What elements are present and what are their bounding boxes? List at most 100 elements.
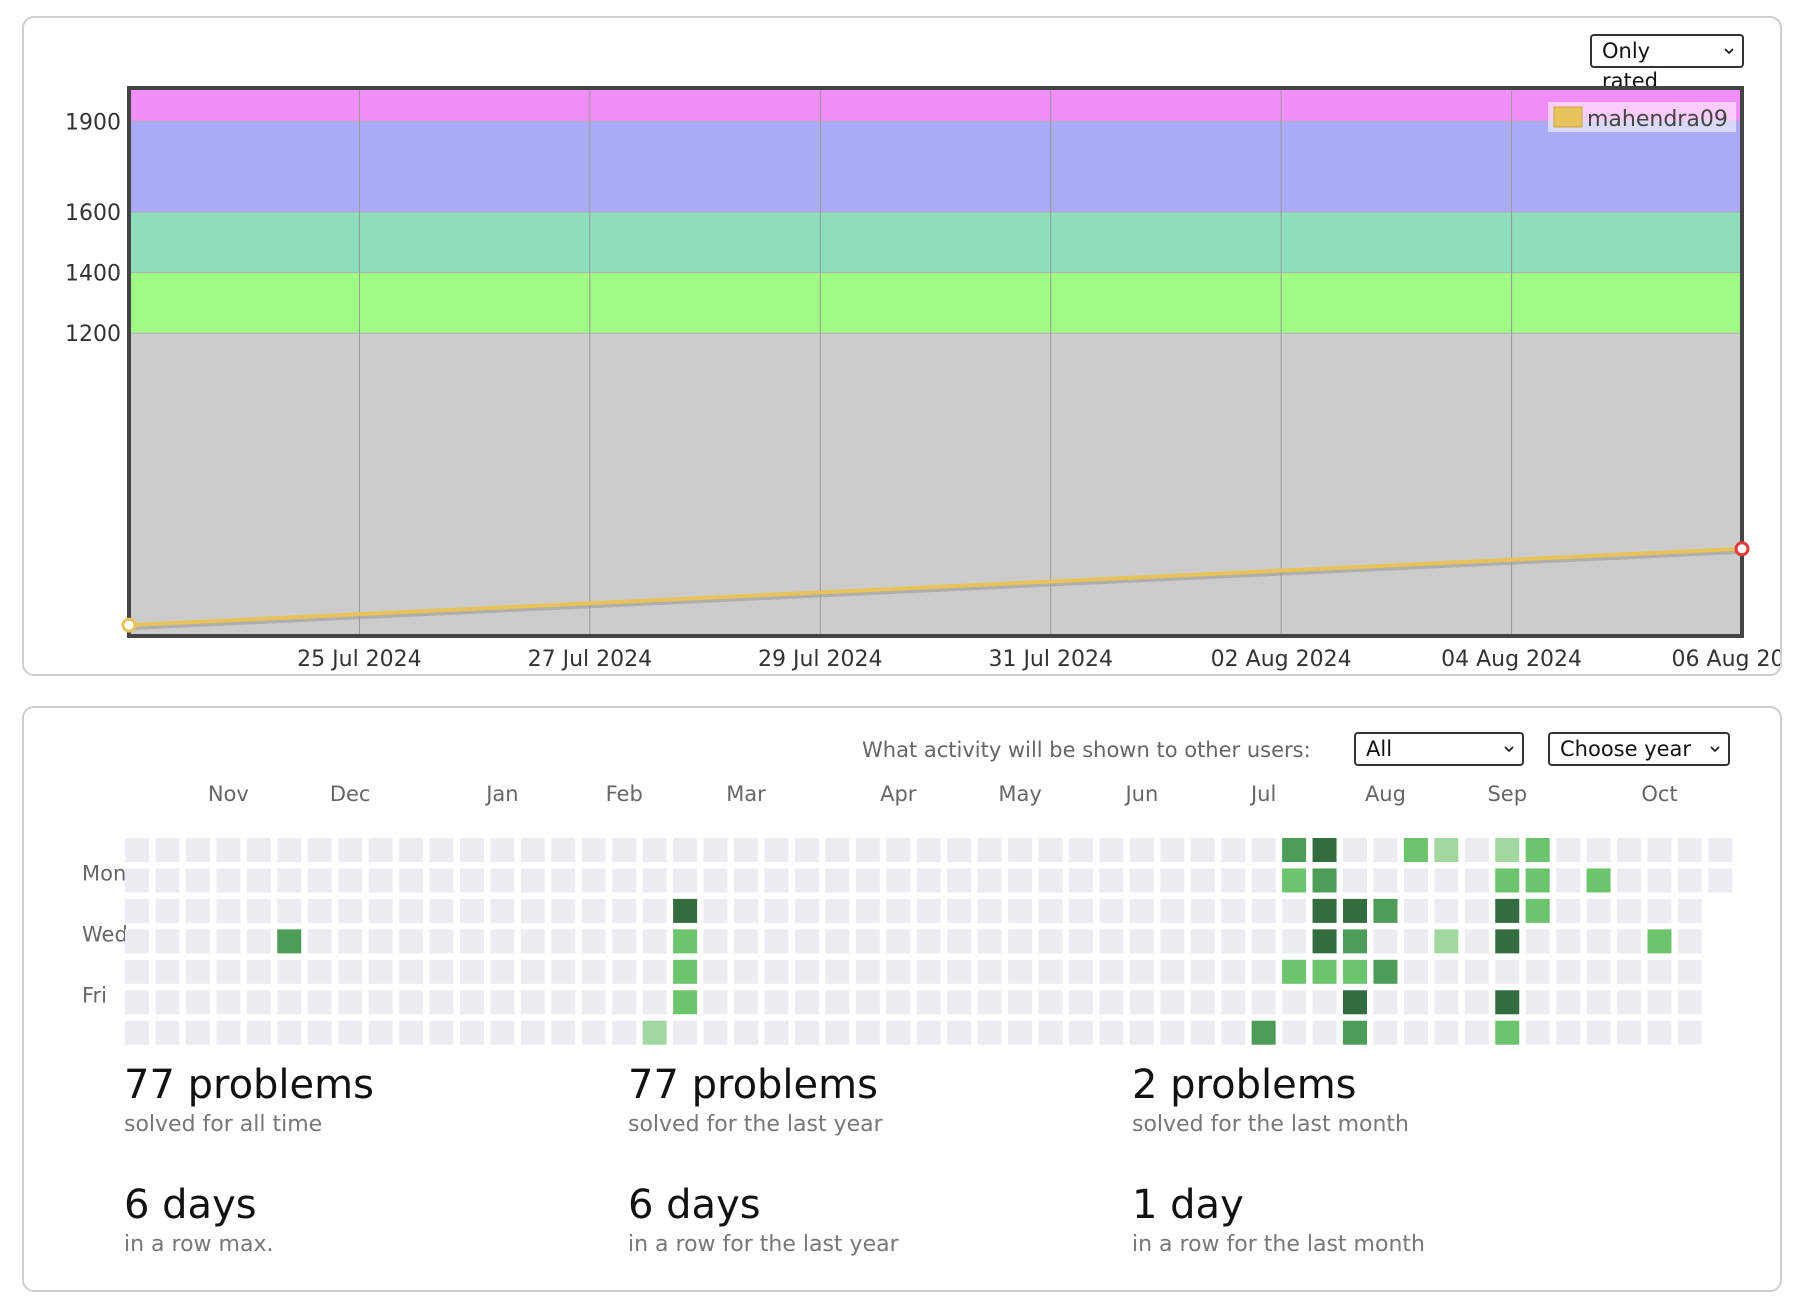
activity-day-cell[interactable] — [1343, 898, 1367, 923]
activity-day-cell[interactable] — [551, 990, 576, 1015]
activity-day-cell[interactable] — [1099, 898, 1124, 923]
activity-day-cell[interactable] — [1677, 959, 1702, 984]
activity-day-cell[interactable] — [703, 959, 728, 984]
activity-day-cell[interactable] — [1038, 990, 1063, 1015]
activity-day-cell[interactable] — [520, 838, 545, 862]
activity-day-cell[interactable] — [977, 898, 1002, 923]
activity-day-cell[interactable] — [1403, 929, 1428, 954]
activity-day-cell[interactable] — [1373, 990, 1398, 1015]
activity-day-cell[interactable] — [490, 868, 515, 893]
activity-day-cell[interactable] — [1647, 929, 1672, 954]
activity-day-cell[interactable] — [277, 929, 302, 954]
activity-day-cell[interactable] — [216, 959, 241, 984]
visibility-select[interactable]: All — [1354, 732, 1524, 766]
activity-day-cell[interactable] — [338, 1020, 363, 1045]
activity-day-cell[interactable] — [916, 929, 941, 954]
activity-day-cell[interactable] — [794, 1020, 819, 1045]
activity-day-cell[interactable] — [1221, 929, 1246, 954]
activity-day-cell[interactable] — [1586, 838, 1611, 862]
activity-day-cell[interactable] — [673, 929, 698, 954]
activity-day-cell[interactable] — [490, 929, 515, 954]
activity-day-cell[interactable] — [1251, 868, 1276, 893]
activity-day-cell[interactable] — [277, 838, 302, 862]
activity-day-cell[interactable] — [1464, 1020, 1489, 1045]
activity-day-cell[interactable] — [1586, 1020, 1611, 1045]
activity-day-cell[interactable] — [1160, 838, 1185, 862]
activity-day-cell[interactable] — [1282, 990, 1307, 1015]
activity-day-cell[interactable] — [1556, 959, 1581, 984]
activity-day-cell[interactable] — [490, 838, 515, 862]
activity-day-cell[interactable] — [307, 1020, 332, 1045]
activity-day-cell[interactable] — [1586, 898, 1611, 923]
activity-day-cell[interactable] — [1617, 1020, 1642, 1045]
activity-day-cell[interactable] — [1282, 959, 1307, 984]
activity-day-cell[interactable] — [399, 1020, 424, 1045]
activity-day-cell[interactable] — [1008, 959, 1033, 984]
activity-day-cell[interactable] — [185, 929, 210, 954]
activity-day-cell[interactable] — [1434, 898, 1459, 923]
activity-day-cell[interactable] — [1099, 1020, 1124, 1045]
activity-day-cell[interactable] — [642, 838, 667, 862]
activity-day-cell[interactable] — [1038, 898, 1063, 923]
activity-day-cell[interactable] — [794, 838, 819, 862]
activity-day-cell[interactable] — [338, 959, 363, 984]
activity-day-cell[interactable] — [185, 959, 210, 984]
activity-day-cell[interactable] — [1099, 959, 1124, 984]
activity-day-cell[interactable] — [307, 898, 332, 923]
activity-day-cell[interactable] — [1221, 990, 1246, 1015]
activity-day-cell[interactable] — [490, 959, 515, 984]
activity-day-cell[interactable] — [612, 868, 637, 893]
activity-day-cell[interactable] — [612, 990, 637, 1015]
activity-day-cell[interactable] — [703, 868, 728, 893]
activity-day-cell[interactable] — [368, 1020, 393, 1045]
activity-day-cell[interactable] — [734, 959, 758, 984]
activity-day-cell[interactable] — [1068, 838, 1093, 862]
activity-day-cell[interactable] — [246, 990, 271, 1015]
activity-day-cell[interactable] — [1160, 929, 1185, 954]
activity-day-cell[interactable] — [642, 898, 667, 923]
activity-day-cell[interactable] — [1343, 959, 1367, 984]
activity-day-cell[interactable] — [185, 898, 210, 923]
activity-day-cell[interactable] — [581, 838, 606, 862]
activity-day-cell[interactable] — [1403, 990, 1428, 1015]
activity-day-cell[interactable] — [1708, 838, 1733, 862]
activity-day-cell[interactable] — [551, 959, 576, 984]
activity-day-cell[interactable] — [1038, 1020, 1063, 1045]
activity-day-cell[interactable] — [1495, 838, 1520, 862]
activity-day-cell[interactable] — [1556, 1020, 1581, 1045]
activity-day-cell[interactable] — [1068, 959, 1093, 984]
activity-day-cell[interactable] — [1343, 929, 1367, 954]
activity-day-cell[interactable] — [125, 1020, 149, 1045]
activity-day-cell[interactable] — [1343, 868, 1367, 893]
activity-day-cell[interactable] — [977, 838, 1002, 862]
activity-day-cell[interactable] — [1282, 929, 1307, 954]
activity-day-cell[interactable] — [125, 929, 149, 954]
activity-day-cell[interactable] — [125, 959, 149, 984]
activity-day-cell[interactable] — [642, 959, 667, 984]
activity-day-cell[interactable] — [277, 1020, 302, 1045]
activity-day-cell[interactable] — [185, 990, 210, 1015]
activity-day-cell[interactable] — [1586, 959, 1611, 984]
activity-day-cell[interactable] — [977, 929, 1002, 954]
activity-day-cell[interactable] — [1129, 929, 1154, 954]
activity-day-cell[interactable] — [246, 838, 271, 862]
activity-day-cell[interactable] — [1617, 929, 1642, 954]
activity-day-cell[interactable] — [734, 838, 758, 862]
activity-day-cell[interactable] — [1190, 1020, 1215, 1045]
activity-day-cell[interactable] — [1525, 929, 1550, 954]
activity-day-cell[interactable] — [1282, 838, 1307, 862]
activity-day-cell[interactable] — [429, 1020, 454, 1045]
activity-day-cell[interactable] — [277, 990, 302, 1015]
activity-day-cell[interactable] — [185, 838, 210, 862]
activity-day-cell[interactable] — [185, 868, 210, 893]
activity-day-cell[interactable] — [338, 929, 363, 954]
activity-day-cell[interactable] — [1221, 1020, 1246, 1045]
activity-day-cell[interactable] — [1525, 959, 1550, 984]
activity-day-cell[interactable] — [1525, 838, 1550, 862]
activity-day-cell[interactable] — [703, 929, 728, 954]
activity-day-cell[interactable] — [581, 990, 606, 1015]
activity-day-cell[interactable] — [246, 1020, 271, 1045]
activity-day-cell[interactable] — [1556, 868, 1581, 893]
activity-day-cell[interactable] — [277, 898, 302, 923]
activity-day-cell[interactable] — [155, 1020, 180, 1045]
